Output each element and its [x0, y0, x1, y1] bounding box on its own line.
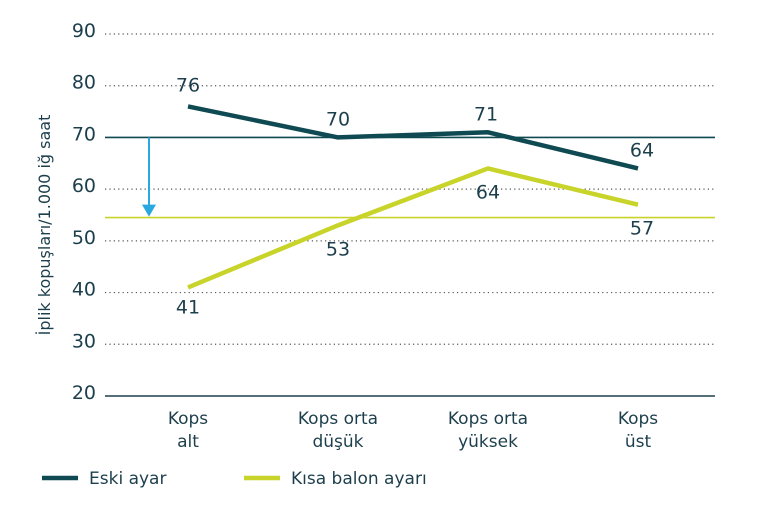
x-tick-label: düşük — [312, 432, 363, 452]
x-tick-label: Kops — [168, 409, 208, 429]
data-label: 64 — [476, 181, 500, 203]
legend-label-2: Kısa balon ayarı — [291, 469, 427, 489]
legend-label-1: Eski ayar — [89, 469, 166, 489]
y-axis-label: İplik kopuşları/1.000 iğ saat — [35, 115, 54, 336]
y-tick-label-80: 80 — [72, 72, 96, 94]
y-tick-label-20: 20 — [72, 382, 96, 404]
x-tick-label: yüksek — [458, 432, 518, 452]
y-tick-label-30: 30 — [72, 330, 96, 352]
x-tick-label: Kops orta — [448, 409, 528, 429]
x-tick-label: alt — [177, 432, 199, 452]
series-line-1 — [187, 104, 639, 171]
data-label: 76 — [176, 74, 200, 96]
data-label: 71 — [474, 103, 498, 125]
data-label: 64 — [630, 139, 654, 161]
y-tick-label-50: 50 — [72, 227, 96, 249]
data-label: 53 — [326, 238, 350, 260]
data-label: 57 — [630, 218, 654, 240]
data-label: 70 — [326, 108, 350, 130]
y-tick-label-60: 60 — [72, 175, 96, 197]
y-tick-label-70: 70 — [72, 123, 96, 145]
y-tick-label-90: 90 — [72, 20, 96, 42]
y-tick-label-40: 40 — [72, 279, 96, 301]
arrow-head — [142, 204, 156, 217]
x-tick-label: üst — [625, 432, 652, 452]
x-tick-label: Kops orta — [298, 409, 378, 429]
data-label: 41 — [176, 296, 200, 318]
series-line-2 — [187, 166, 639, 290]
x-tick-label: Kops — [618, 409, 658, 429]
